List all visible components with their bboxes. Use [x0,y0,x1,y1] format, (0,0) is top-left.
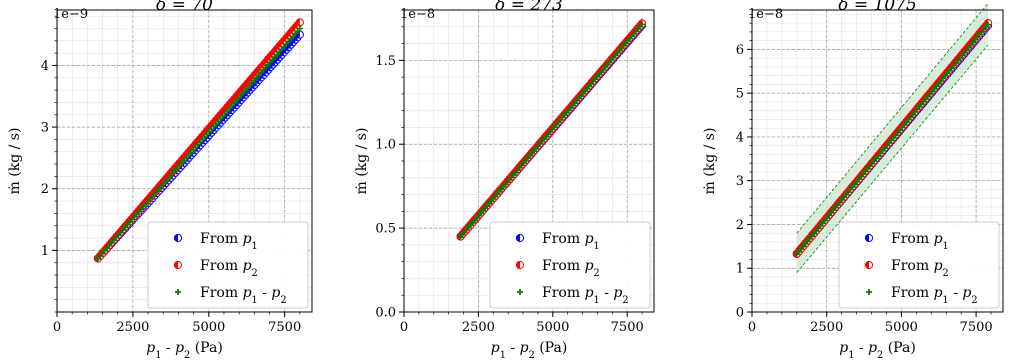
y-axis-label: ṁ (kg / s) [702,128,718,195]
y-offset-label: 1e−8 [400,7,435,22]
legend-box [489,221,651,309]
legend-label: From p1​ [200,231,258,252]
legend-marker-plus [866,289,872,295]
axes-frame [751,9,1004,313]
data-point [639,21,646,28]
data-point [296,25,303,32]
x-tick-label: 2500 [810,320,843,335]
chart-panel-3: 0 2500 5000 7500 0 1 2 3 4 5 6 1e−8 δ = 1075 p1​ - p2… [702,0,1004,361]
y-tick-label: 0.5 [375,222,396,237]
legend-marker-fill [516,261,520,269]
chart-title: δ = 70 [156,0,213,15]
legend-label: From p1​ [891,231,949,252]
y-offset-label: 1e−8 [748,7,783,22]
y-tick-label: 0.0 [375,306,396,321]
series-green [94,25,303,262]
y-axis-label: ṁ (kg / s) [7,128,23,195]
chart-panel-2: 0 2500 5000 7500 0.0 0.5 1.0 1.5 1e−8 δ = 273 p1​ … [354,0,655,361]
legend-marker-fill [865,234,869,242]
legend: From p1​ From p2​ From p1​ - p2​ [838,221,1000,309]
x-tick-label: 2500 [462,320,495,335]
x-tick-label: 7500 [611,320,644,335]
y-tick-label: 0 [736,306,744,321]
series-green [457,21,646,240]
y-axis-label: ṁ (kg / s) [354,128,370,195]
y-tick-label: 1 [736,262,744,277]
x-tick-label: 7500 [960,320,993,335]
chart-panel-1: 0 2500 5000 7500 1 2 3 4 1e−9 δ = 70 p1​ - p2​ (Pa… [7,0,313,361]
legend-marker-fill [865,261,869,269]
y-tick-label: 4 [736,130,744,145]
legend-label: From p2​ [891,258,949,279]
legend: From p1​ From p2​ From p1​ - p2​ [489,221,651,309]
x-tick-label: 5000 [536,320,569,335]
x-tick-label: 5000 [885,320,918,335]
data-point-fill [296,18,300,26]
legend-box [147,221,309,309]
legend-label: From p1​ - p2​ [200,285,287,306]
axes-frame [56,9,313,313]
legend-marker-fill [174,234,178,242]
data-point [985,21,992,28]
x-axis-label: p1​ - p2​ (Pa) [839,340,916,361]
x-axis-label: p1​ - p2​ (Pa) [146,340,223,361]
x-tick-label: 0 [400,320,408,335]
legend-label: From p2​ [542,258,600,279]
legend-label: From p1​ - p2​ [891,285,978,306]
y-tick-label: 6 [736,43,744,58]
y-tick-label: 3 [736,174,744,189]
legend-marker-fill [516,234,520,242]
y-tick-label: 1.5 [375,54,396,69]
legend-label: From p1​ - p2​ [542,285,629,306]
legend: From p1​ From p2​ From p1​ - p2​ [147,221,309,309]
x-tick-label: 7500 [268,320,301,335]
x-tick-label: 0 [53,320,61,335]
y-offset-label: 1e−9 [53,7,88,22]
legend-marker-plus [517,289,523,295]
y-tick-label: 4 [41,59,49,74]
legend-label: From p2​ [200,258,258,279]
legend-box [838,221,1000,309]
x-tick-label: 2500 [116,320,149,335]
y-tick-label: 5 [736,87,744,102]
legend-label: From p1​ [542,231,600,252]
confidence-band-lower [796,44,989,273]
chart-title: δ = 273 [495,0,563,15]
y-tick-label: 3 [41,121,49,136]
x-tick-label: 5000 [192,320,225,335]
x-axis-label: p1​ - p2​ (Pa) [491,340,568,361]
y-tick-label: 1.0 [375,138,396,153]
y-tick-label: 2 [41,182,49,197]
x-tick-label: 0 [748,320,756,335]
y-tick-label: 2 [736,218,744,233]
chart-title: δ = 1075 [838,0,917,15]
series-green [793,21,992,257]
y-tick-label: 1 [41,244,49,259]
legend-marker-fill [174,261,178,269]
legend-marker-plus [175,289,181,295]
